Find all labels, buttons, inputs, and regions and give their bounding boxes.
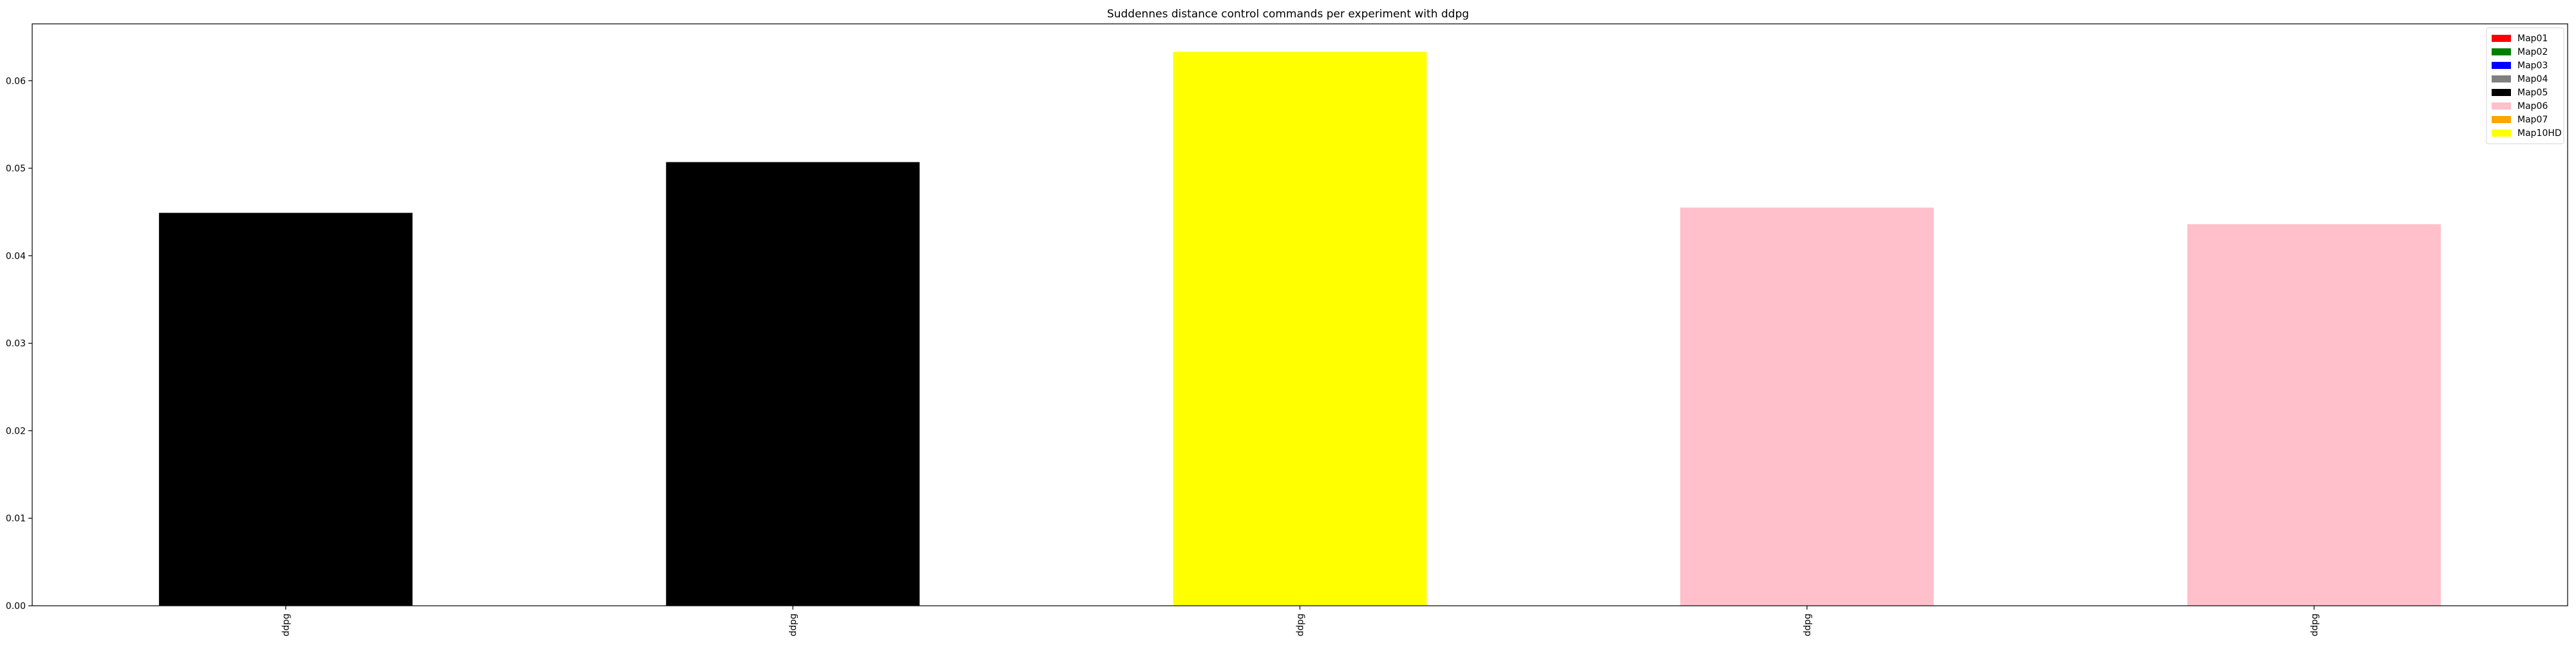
y-tick-label: 0.00 — [6, 601, 26, 612]
x-tick-label: ddpg — [2309, 613, 2320, 637]
legend-swatch — [2492, 89, 2511, 96]
plot-frame — [32, 23, 2568, 606]
bars-layer — [158, 52, 2441, 606]
y-tick-label: 0.04 — [6, 251, 26, 262]
legend-swatch — [2492, 116, 2511, 123]
legend: Map01 Map02 Map03 Map04 Map05 Map06 Map07 Map10… — [2486, 27, 2564, 144]
y-tick-label: 0.01 — [6, 514, 26, 524]
bar — [2187, 224, 2441, 606]
legend-swatch — [2492, 130, 2511, 137]
legend-swatch — [2492, 75, 2511, 82]
legend-swatch — [2492, 35, 2511, 42]
legend-label: Map10HD — [2517, 128, 2562, 139]
x-tick-label: ddpg — [1296, 613, 1306, 637]
y-tick-label: 0.06 — [6, 76, 26, 86]
y-tick-label: 0.05 — [6, 164, 26, 174]
legend-label: Map04 — [2517, 74, 2548, 84]
legend-label: Map03 — [2517, 61, 2548, 71]
legend-label: Map07 — [2517, 115, 2548, 125]
bar — [1173, 52, 1427, 606]
bar — [158, 213, 413, 606]
legend-label: Map02 — [2517, 47, 2548, 57]
legend-label: Map05 — [2517, 88, 2548, 98]
x-tick-label: ddpg — [1803, 613, 1813, 637]
legend-swatch — [2492, 102, 2511, 110]
legend-swatch — [2492, 48, 2511, 55]
y-axis: 0.00 0.01 0.02 0.03 0.04 0.05 0.06 — [6, 76, 32, 612]
legend-swatch — [2492, 62, 2511, 69]
legend-label: Map06 — [2517, 101, 2548, 111]
y-tick-label: 0.03 — [6, 339, 26, 349]
y-tick-label: 0.02 — [6, 426, 26, 436]
x-tick-label: ddpg — [281, 613, 292, 637]
x-tick-label: ddpg — [788, 613, 799, 637]
bar — [1680, 208, 1934, 606]
legend-box — [2486, 27, 2564, 144]
legend-label: Map01 — [2517, 34, 2548, 44]
bar — [666, 162, 920, 606]
x-axis: ddpg ddpg ddpg ddpg ddpg — [281, 606, 2320, 637]
chart-title: Suddennes distance control commands per … — [1107, 8, 1469, 21]
